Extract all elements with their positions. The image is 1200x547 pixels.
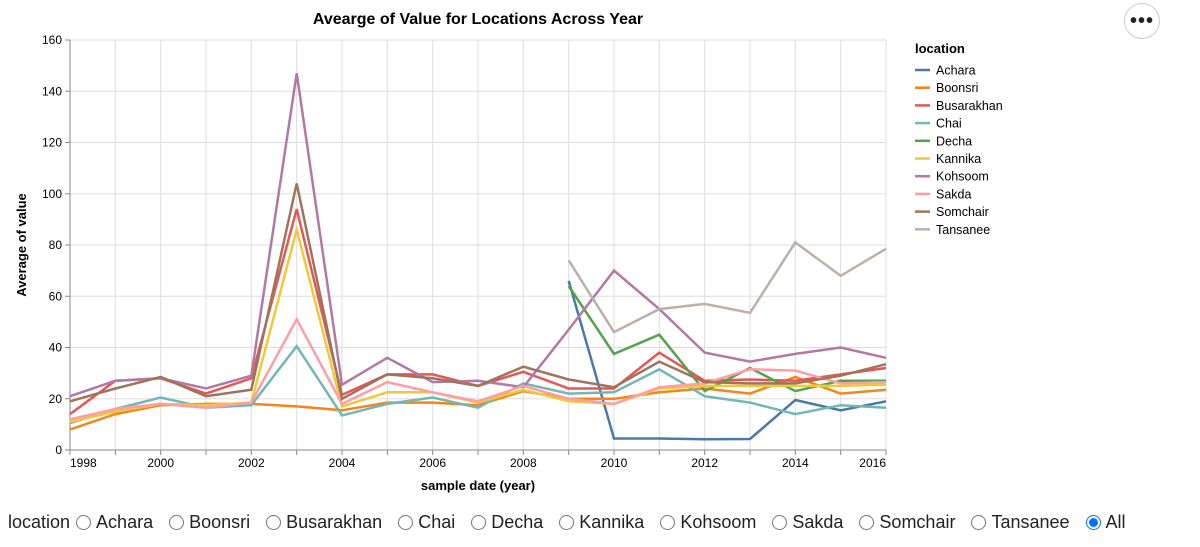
radio-option-sakda[interactable]: Sakda (766, 512, 843, 533)
x-tick-label: 2002 (238, 456, 265, 470)
chart-title: Avearge of Value for Locations Across Ye… (313, 11, 643, 28)
legend-label: Somchair (936, 205, 989, 219)
radio-label: Chai (418, 512, 456, 532)
radio-label: Achara (96, 512, 154, 532)
y-tick-label: 100 (42, 187, 62, 201)
radio-button[interactable] (169, 515, 185, 530)
legend-label: Boonsri (936, 81, 978, 95)
y-tick-label: 120 (42, 136, 62, 150)
legend-label: Kohsoom (936, 170, 989, 184)
y-tick-label: 0 (55, 443, 62, 457)
legend-label: Busarakhan (936, 99, 1003, 113)
legend-label: Sakda (936, 187, 971, 201)
filter-label: location (8, 512, 71, 532)
radio-button[interactable] (660, 515, 676, 530)
y-tick-label: 60 (49, 289, 63, 303)
radio-button[interactable] (859, 515, 875, 530)
legend-label: Tansanee (936, 223, 990, 237)
legend-label: Achara (936, 64, 976, 78)
y-tick-label: 20 (49, 392, 63, 406)
line-chart: 1998 2000 2002 2004 2006 2008 2010 2012 2014 2016… (14, 11, 1003, 493)
actions-menu-button[interactable]: ••• (1124, 3, 1160, 39)
x-tick-label: 2000 (147, 456, 174, 470)
y-tick-label: 140 (42, 84, 62, 98)
radio-button[interactable] (398, 515, 414, 530)
radio-option-kohsoom[interactable]: Kohsoom (654, 512, 756, 533)
radio-option-all[interactable]: All (1080, 512, 1126, 533)
legend-label: Decha (936, 134, 972, 148)
radio-option-decha[interactable]: Decha (465, 512, 543, 533)
x-tick-label: 2012 (691, 456, 718, 470)
radio-label: Boonsri (189, 512, 251, 532)
series-line-tansanee (567, 240, 887, 334)
x-tick-label: 2008 (510, 456, 537, 470)
y-tick-label: 40 (49, 341, 63, 355)
series-line-achara (567, 280, 887, 441)
radio-option-tansanee[interactable]: Tansanee (965, 512, 1070, 533)
radio-button[interactable] (559, 515, 575, 530)
radio-button[interactable] (772, 515, 788, 530)
radio-button[interactable] (971, 515, 987, 530)
radio-button[interactable] (471, 515, 487, 530)
series-line-somchair (69, 183, 887, 403)
x-tick-label: 2016 (859, 456, 886, 470)
radio-option-kannika[interactable]: Kannika (553, 512, 644, 533)
radio-button[interactable] (266, 515, 282, 530)
radio-label: Kohsoom (680, 512, 757, 532)
radio-label: All (1105, 512, 1126, 532)
x-tick-label: 2014 (782, 456, 809, 470)
radio-option-chai[interactable]: Chai (392, 512, 455, 533)
radio-option-boonsri[interactable]: Boonsri (163, 512, 250, 533)
radio-label: Decha (491, 512, 544, 532)
location-filter: location Achara Boonsri Busarakhan Chai Dech… (8, 512, 1136, 533)
radio-label: Tansanee (991, 512, 1070, 532)
x-tick-label: 2006 (419, 456, 446, 470)
radio-label: Kannika (579, 512, 645, 532)
x-tick-label: 2010 (601, 456, 628, 470)
x-axis-title: sample date (year) (421, 478, 535, 493)
radio-option-somchair[interactable]: Somchair (853, 512, 955, 533)
legend-title: location (915, 41, 965, 56)
x-tick-label: 1998 (70, 456, 97, 470)
legend-label: Kannika (936, 152, 981, 166)
y-axis-title: Average of value (14, 193, 29, 297)
radio-button[interactable] (1085, 515, 1101, 530)
radio-label: Busarakhan (286, 512, 383, 532)
legend-label: Chai (936, 117, 962, 131)
series-line-kohsoom (69, 73, 887, 398)
radio-option-busarakhan[interactable]: Busarakhan (260, 512, 382, 533)
series-line-sakda (69, 316, 887, 421)
series-line-boonsri (69, 375, 887, 431)
radio-label: Somchair (879, 512, 956, 532)
x-tick-label: 2004 (329, 456, 356, 470)
radio-button[interactable] (76, 515, 92, 530)
series-line-kannika (69, 224, 887, 424)
radio-option-achara[interactable]: Achara (70, 512, 153, 533)
y-tick-label: 160 (42, 33, 62, 47)
y-tick-label: 80 (49, 238, 63, 252)
radio-label: Sakda (792, 512, 844, 532)
